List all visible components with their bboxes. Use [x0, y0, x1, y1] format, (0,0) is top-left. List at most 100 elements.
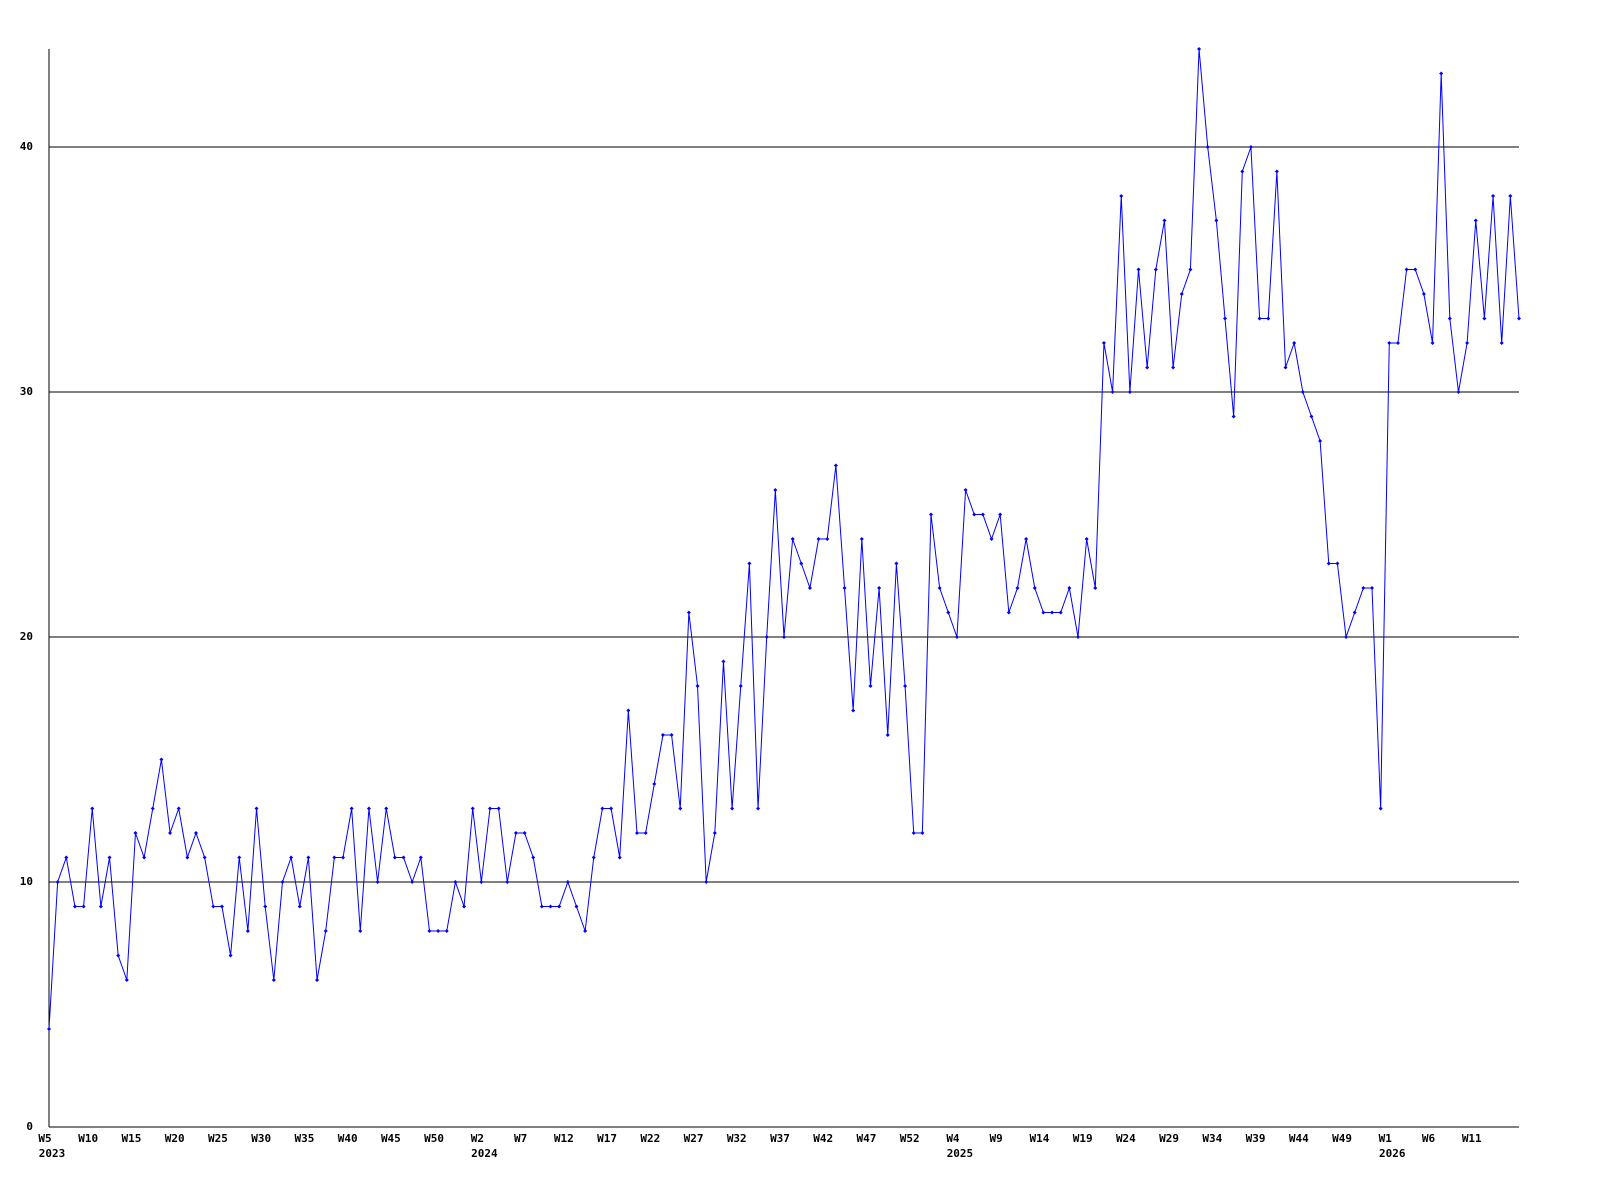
data-point — [1153, 267, 1158, 272]
x-tick-label: W45 — [381, 1132, 401, 1145]
data-point — [1171, 365, 1176, 370]
y-tick-label: 10 — [20, 875, 33, 888]
x-tick-label: W12 — [554, 1132, 574, 1145]
data-point — [937, 586, 942, 590]
x-tick-label: W47 — [857, 1132, 877, 1145]
x-tick-label: W7 — [514, 1132, 527, 1145]
data-point — [1076, 635, 1080, 639]
data-point — [954, 635, 959, 639]
data-point — [574, 904, 579, 909]
x-tick-label: W29 — [1159, 1132, 1179, 1145]
data-point — [1274, 169, 1279, 174]
x-tick-label: W1 — [1379, 1132, 1393, 1145]
data-point — [90, 806, 95, 811]
y-tick-label: 0 — [26, 1120, 33, 1133]
data-point — [868, 684, 873, 688]
data-point — [228, 953, 233, 958]
data-point — [1378, 806, 1383, 811]
x-tick-label: W6 — [1422, 1132, 1436, 1145]
data-point — [704, 880, 709, 884]
data-point — [1292, 341, 1297, 345]
data-point — [903, 684, 908, 688]
data-point — [444, 929, 449, 933]
data-point — [1110, 390, 1115, 394]
data-point — [583, 929, 588, 933]
data-point — [1214, 218, 1219, 223]
data-point — [185, 855, 190, 860]
data-point — [513, 831, 518, 835]
x-tick-label: W37 — [770, 1132, 790, 1145]
data-point — [453, 880, 458, 884]
data-point — [851, 708, 856, 713]
data-point — [194, 831, 198, 835]
data-point — [1032, 586, 1037, 590]
x-tick-label: W52 — [900, 1132, 920, 1145]
data-point — [1041, 610, 1046, 615]
data-point — [98, 904, 103, 909]
data-point — [159, 757, 164, 762]
data-point — [254, 806, 259, 811]
data-point — [427, 929, 432, 933]
data-point — [168, 831, 173, 835]
data-point — [271, 978, 276, 982]
data-point — [1413, 267, 1418, 272]
data-point — [1067, 586, 1072, 590]
x-tick-label: W17 — [597, 1132, 617, 1145]
data-point — [1499, 341, 1504, 345]
data-point — [660, 733, 665, 737]
y-tick-label: 40 — [20, 140, 33, 153]
data-point — [341, 855, 345, 860]
x-tick-label: W34 — [1202, 1132, 1222, 1145]
data-point — [107, 855, 112, 860]
data-point — [280, 880, 285, 884]
data-point — [1309, 414, 1314, 419]
x-year-label: 2025 — [947, 1147, 974, 1160]
data-point — [1447, 316, 1452, 321]
data-point — [1240, 169, 1245, 174]
data-point — [782, 635, 786, 639]
data-point — [1188, 267, 1193, 272]
data-point — [894, 561, 899, 566]
data-point — [738, 684, 743, 688]
data-point — [695, 684, 700, 688]
data-point — [72, 904, 77, 909]
data-point — [358, 929, 363, 933]
data-point — [1231, 414, 1236, 419]
data-point — [245, 929, 250, 933]
data-point — [332, 855, 337, 860]
data-point — [1101, 341, 1106, 345]
x-tick-label: W39 — [1246, 1132, 1266, 1145]
data-point — [998, 512, 1003, 517]
data-point — [1456, 390, 1461, 394]
data-point — [833, 463, 838, 468]
data-point — [591, 855, 596, 860]
data-point — [116, 953, 121, 958]
x-tick-label: W22 — [640, 1132, 660, 1145]
data-point — [1024, 537, 1029, 541]
data-point — [799, 561, 804, 566]
data-point — [211, 904, 216, 909]
data-point — [1517, 316, 1521, 321]
x-tick-label: W35 — [294, 1132, 314, 1145]
data-point — [488, 806, 492, 811]
data-point — [980, 512, 985, 517]
data-point — [470, 806, 475, 811]
data-point — [124, 978, 129, 982]
data-point — [1370, 586, 1374, 590]
data-point — [920, 831, 925, 835]
x-tick-label: W15 — [122, 1132, 142, 1145]
x-tick-label: W44 — [1289, 1132, 1309, 1145]
x-tick-label: W11 — [1462, 1132, 1482, 1145]
data-point — [315, 978, 320, 982]
data-point — [1318, 439, 1323, 443]
data-point — [1205, 145, 1210, 149]
data-point — [1395, 341, 1400, 345]
data-point — [626, 708, 631, 713]
x-tick-label: W50 — [424, 1132, 444, 1145]
data-point — [505, 880, 510, 884]
data-point — [721, 659, 726, 664]
x-tick-label: W25 — [208, 1132, 228, 1145]
data-point — [323, 929, 328, 933]
data-point — [911, 831, 916, 835]
data-point — [401, 855, 406, 860]
